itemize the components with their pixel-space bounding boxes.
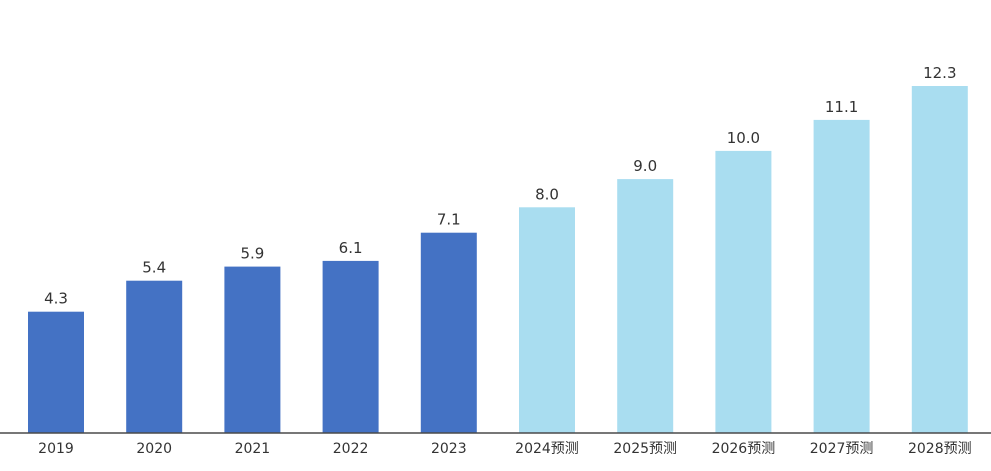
bars-layer: [28, 86, 968, 434]
bar-3: [322, 260, 379, 433]
x-tick-label: 2025预测: [613, 441, 677, 457]
bar-forecast-6: [617, 179, 674, 433]
value-label: 11.1: [825, 98, 858, 116]
x-tick-label: 2027预测: [810, 441, 874, 457]
value-label: 5.9: [240, 245, 264, 263]
x-tick-label: 2026预测: [712, 441, 776, 457]
bar-forecast-9: [911, 86, 968, 433]
value-labels-layer: 4.3 5.4 5.9 6.1 7.1 8.0 9.0 10.0 11.1 12.3: [44, 64, 956, 308]
bar-forecast-8: [813, 119, 870, 434]
value-label: 6.1: [339, 239, 363, 257]
x-tick-label: 2024预测: [515, 441, 579, 457]
value-label: 12.3: [923, 64, 956, 82]
x-tick-label: 2023: [431, 441, 467, 457]
value-label: 9.0: [633, 157, 657, 175]
value-label: 10.0: [727, 129, 760, 147]
x-tick-label: 2021: [235, 441, 271, 457]
bar-4: [420, 232, 477, 433]
bar-0: [28, 311, 84, 433]
x-tick-label: 2019: [38, 441, 74, 457]
value-label: 5.4: [142, 259, 166, 277]
bar-1: [126, 280, 183, 433]
value-label: 4.3: [44, 290, 68, 308]
bar-forecast-7: [715, 150, 772, 433]
bar-2: [224, 266, 281, 433]
bar-forecast-5: [519, 207, 575, 433]
x-tick-label: 2028预测: [908, 441, 972, 457]
value-label: 7.1: [437, 211, 461, 229]
x-tick-labels: 2019 2020 2021 2022 2023 2024预测 2025预测 2026预测 20…: [38, 441, 971, 457]
value-label: 8.0: [535, 185, 559, 203]
x-tick-label: 2022: [333, 441, 369, 457]
x-tick-label: 2020: [136, 441, 172, 457]
